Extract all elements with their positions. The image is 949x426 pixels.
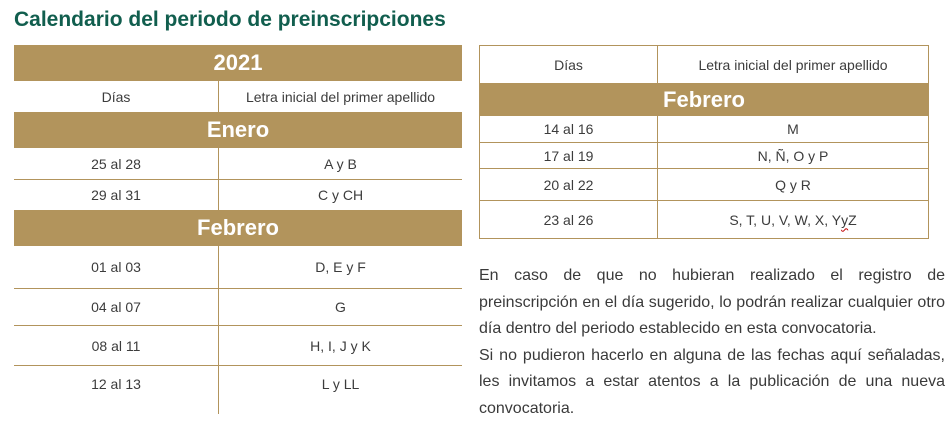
- table-row: 29 al 31 C y CH: [14, 179, 462, 210]
- days-cell: 20 al 22: [543, 176, 594, 193]
- left-schedule-table: 2021 Días Letra inicial del primer apell…: [14, 45, 462, 422]
- letters-text: Z: [848, 211, 857, 228]
- month-banner-febrero-right: Febrero: [480, 83, 928, 116]
- misspelled-word: y: [841, 211, 849, 228]
- column-divider-stub: [14, 402, 462, 414]
- letters-cell: G: [218, 289, 462, 325]
- page-title: Calendario del periodo de preinscripcion…: [14, 8, 446, 31]
- table-row: 14 al 16 M: [480, 116, 928, 142]
- note-paragraph-2: Si no pudieron hacerlo en alguna de las …: [479, 346, 945, 417]
- days-column-header: Días: [101, 88, 131, 105]
- letters-cell: C y CH: [218, 180, 462, 210]
- days-cell: 17 al 19: [543, 147, 594, 164]
- table-row: 23 al 26 S, T, U, V, W, X, Y y Z: [480, 200, 928, 238]
- year-banner: 2021: [14, 45, 462, 81]
- letters-cell: H, I, J y K: [218, 326, 462, 365]
- days-cell: 25 al 28: [91, 155, 141, 172]
- days-cell: 23 al 26: [543, 211, 594, 228]
- table-row: 17 al 19 N, Ñ, O y P: [480, 142, 928, 168]
- letters-cell: Q y R: [657, 169, 928, 200]
- right-table-header-row: Días Letra inicial del primer apellido: [480, 46, 928, 83]
- content: 2021 Días Letra inicial del primer apell…: [0, 45, 949, 422]
- days-cell: 29 al 31: [91, 187, 141, 203]
- letters-cell: S, T, U, V, W, X, Y y Z: [657, 201, 928, 238]
- letters-cell: A y B: [218, 148, 462, 179]
- days-cell: 08 al 11: [91, 337, 141, 354]
- month-banner-febrero-left: Febrero: [14, 210, 462, 246]
- days-column-header: Días: [554, 56, 583, 73]
- letters-column-header: Letra inicial del primer apellido: [657, 46, 928, 83]
- note-paragraph-1: En caso de que no hubieran realizado el …: [479, 267, 945, 337]
- days-cell: 01 al 03: [91, 259, 141, 275]
- table-row: 20 al 22 Q y R: [480, 168, 928, 200]
- letters-text: S, T, U, V, W, X, Y: [729, 211, 842, 228]
- letters-cell: L y LL: [218, 366, 462, 402]
- table-row: 01 al 03 D, E y F: [14, 246, 462, 288]
- letters-cell: N, Ñ, O y P: [657, 143, 928, 168]
- month-banner-enero: Enero: [14, 112, 462, 148]
- table-row: 04 al 07 G: [14, 288, 462, 325]
- days-cell: 12 al 13: [91, 376, 141, 392]
- table-row: 12 al 13 L y LL: [14, 365, 462, 402]
- letters-column-header: Letra inicial del primer apellido: [218, 81, 462, 112]
- table-row: 08 al 11 H, I, J y K: [14, 325, 462, 365]
- left-table-header-row: Días Letra inicial del primer apellido: [14, 81, 462, 112]
- days-cell: 04 al 07: [91, 299, 141, 315]
- table-row: 25 al 28 A y B: [14, 148, 462, 179]
- letters-cell: M: [657, 116, 928, 142]
- days-cell: 14 al 16: [543, 121, 594, 137]
- right-column: Días Letra inicial del primer apellido F…: [479, 45, 947, 422]
- right-schedule-table: Días Letra inicial del primer apellido F…: [479, 45, 929, 239]
- letters-cell: D, E y F: [218, 246, 462, 288]
